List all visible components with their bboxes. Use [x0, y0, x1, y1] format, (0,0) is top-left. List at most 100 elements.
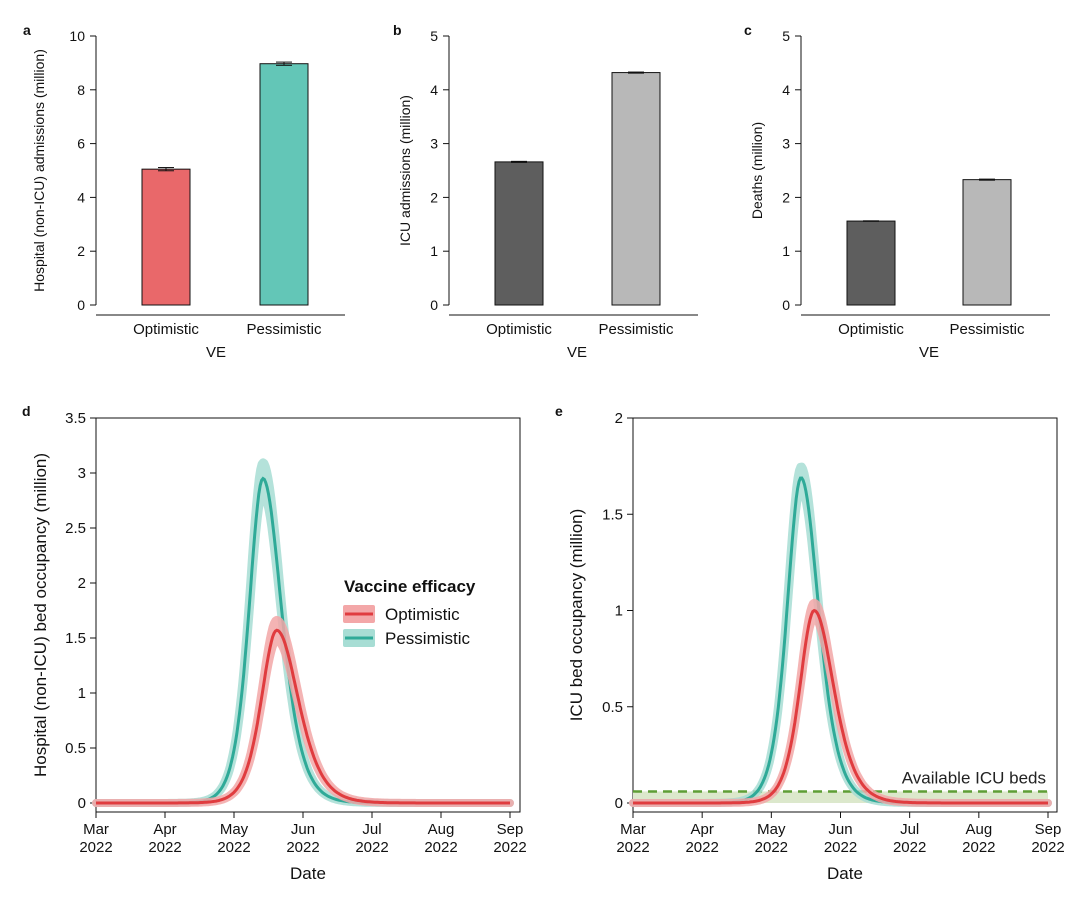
y-tick-label: 0 [78, 795, 86, 812]
y-tick-label: 0 [430, 297, 438, 313]
x-tick-month: Sep [497, 821, 524, 838]
plot-frame [632, 417, 1058, 813]
y-tick-label: 0 [77, 297, 85, 313]
x-tick-year: 2022 [217, 839, 250, 856]
x-tick-year: 2022 [148, 839, 181, 856]
y-tick-label: 1.5 [65, 630, 86, 647]
series-line-optimistic [96, 628, 510, 805]
y-axis-label: Hospital (non-ICU) bed occupancy (millio… [31, 453, 50, 777]
y-tick-label: 3 [430, 136, 438, 152]
bar-pessimistic [259, 63, 309, 306]
bar-chart-c: c 0 1 2 3 4 5 Optimistic Pessimistic VE Deaths (mi… [744, 22, 1050, 361]
bar-pessimistic [611, 72, 661, 306]
icu-capacity-label: Available ICU beds [902, 768, 1046, 787]
x-tick-month: Jul [900, 821, 919, 838]
x-tick-month: Mar [83, 821, 109, 838]
y-tick-label: 2 [615, 410, 623, 427]
y-tick-label: 3 [782, 136, 790, 152]
x-tick-month: Jun [828, 821, 852, 838]
x-tick-year: 2022 [685, 839, 718, 856]
x-tick-year: 2022 [616, 839, 649, 856]
bar-chart-a: a 0 2 4 6 8 10 Optimistic Pessimistic VE Hospital … [23, 22, 345, 361]
bar-optimistic [141, 168, 191, 306]
x-tick-year: 2022 [424, 839, 457, 856]
x-tick-year: 2022 [893, 839, 926, 856]
x-axis-label: VE [567, 344, 587, 361]
icu-capacity-band [633, 791, 1048, 803]
y-tick-label: 2 [782, 189, 790, 205]
plot-frame [95, 417, 521, 813]
x-tick-month: Jun [291, 821, 315, 838]
category-label: Pessimistic [246, 321, 322, 338]
x-tick-year: 2022 [962, 839, 995, 856]
y-tick-label: 1 [430, 243, 438, 259]
x-axis-label: Date [827, 864, 863, 883]
y-axis-label: ICU bed occupancy (million) [567, 509, 586, 722]
y-tick-label: 0 [782, 297, 790, 313]
y-axis-label: Hospital (non-ICU) admissions (million) [31, 49, 47, 292]
y-tick-label: 0.5 [65, 740, 86, 757]
y-tick-label: 8 [77, 82, 85, 98]
x-tick-year: 2022 [355, 839, 388, 856]
series-line-optimistic [633, 608, 1048, 805]
y-tick-label: 5 [430, 28, 438, 44]
x-tick-year: 2022 [286, 839, 319, 856]
y-tick-label: 4 [782, 82, 790, 98]
y-tick-label: 0.5 [602, 699, 623, 716]
legend-item: Pessimistic [385, 629, 471, 648]
x-tick-month: Mar [620, 821, 646, 838]
y-tick-label: 2 [78, 575, 86, 592]
x-tick-year: 2022 [1031, 839, 1064, 856]
y-tick-label: 2.5 [65, 520, 86, 537]
y-tick-label: 6 [77, 136, 85, 152]
x-tick-month: Aug [965, 821, 992, 838]
bar-optimistic [846, 220, 896, 306]
x-tick-month: Jul [362, 821, 381, 838]
x-tick-month: Apr [690, 821, 713, 838]
category-label: Pessimistic [598, 321, 674, 338]
y-tick-label: 1.5 [602, 506, 623, 523]
y-tick-label: 1 [782, 243, 790, 259]
y-axis-label: ICU admissions (million) [397, 95, 413, 246]
y-tick-label: 3 [78, 465, 86, 482]
x-axis-label: VE [206, 344, 226, 361]
panel-label: d [22, 403, 31, 419]
y-tick-label: 4 [77, 189, 85, 205]
bar-optimistic [494, 161, 544, 306]
y-tick-label: 0 [615, 795, 623, 812]
x-tick-month: May [757, 821, 786, 838]
category-label: Optimistic [133, 321, 199, 338]
y-tick-label: 2 [430, 189, 438, 205]
x-axis-label: VE [919, 344, 939, 361]
bar-chart-b: b 0 1 2 3 4 5 Optimistic Pessimistic VE ICU admiss… [393, 22, 698, 361]
legend-title: Vaccine efficacy [344, 577, 476, 596]
x-tick-month: Apr [153, 821, 176, 838]
category-label: Optimistic [838, 321, 904, 338]
panel-label: b [393, 22, 402, 38]
y-tick-label: 5 [782, 28, 790, 44]
x-tick-year: 2022 [755, 839, 788, 856]
line-chart-e: e00.511.52Mar2022Apr2022May2022Jun2022Ju… [555, 403, 1065, 883]
category-label: Pessimistic [949, 321, 1025, 338]
category-label: Optimistic [486, 321, 552, 338]
y-tick-label: 4 [430, 82, 438, 98]
y-axis-label: Deaths (million) [749, 122, 765, 219]
panel-label: a [23, 22, 31, 38]
band-pessimistic [629, 462, 1052, 807]
y-tick-label: 1 [615, 603, 623, 620]
x-tick-year: 2022 [79, 839, 112, 856]
x-axis-label: Date [290, 864, 326, 883]
y-tick-label: 2 [77, 243, 85, 259]
x-tick-month: Aug [428, 821, 455, 838]
y-tick-label: 3.5 [65, 410, 86, 427]
line-chart-d: d00.511.522.533.5Mar2022Apr2022May2022Ju… [22, 403, 527, 883]
panel-label: e [555, 403, 563, 419]
bar-pessimistic [962, 179, 1012, 306]
x-tick-month: Sep [1035, 821, 1062, 838]
x-tick-year: 2022 [493, 839, 526, 856]
x-tick-month: May [220, 821, 249, 838]
legend-item: Optimistic [385, 605, 460, 624]
panel-label: c [744, 22, 752, 38]
legend: Vaccine efficacy Optimistic Pessimistic [343, 577, 476, 648]
